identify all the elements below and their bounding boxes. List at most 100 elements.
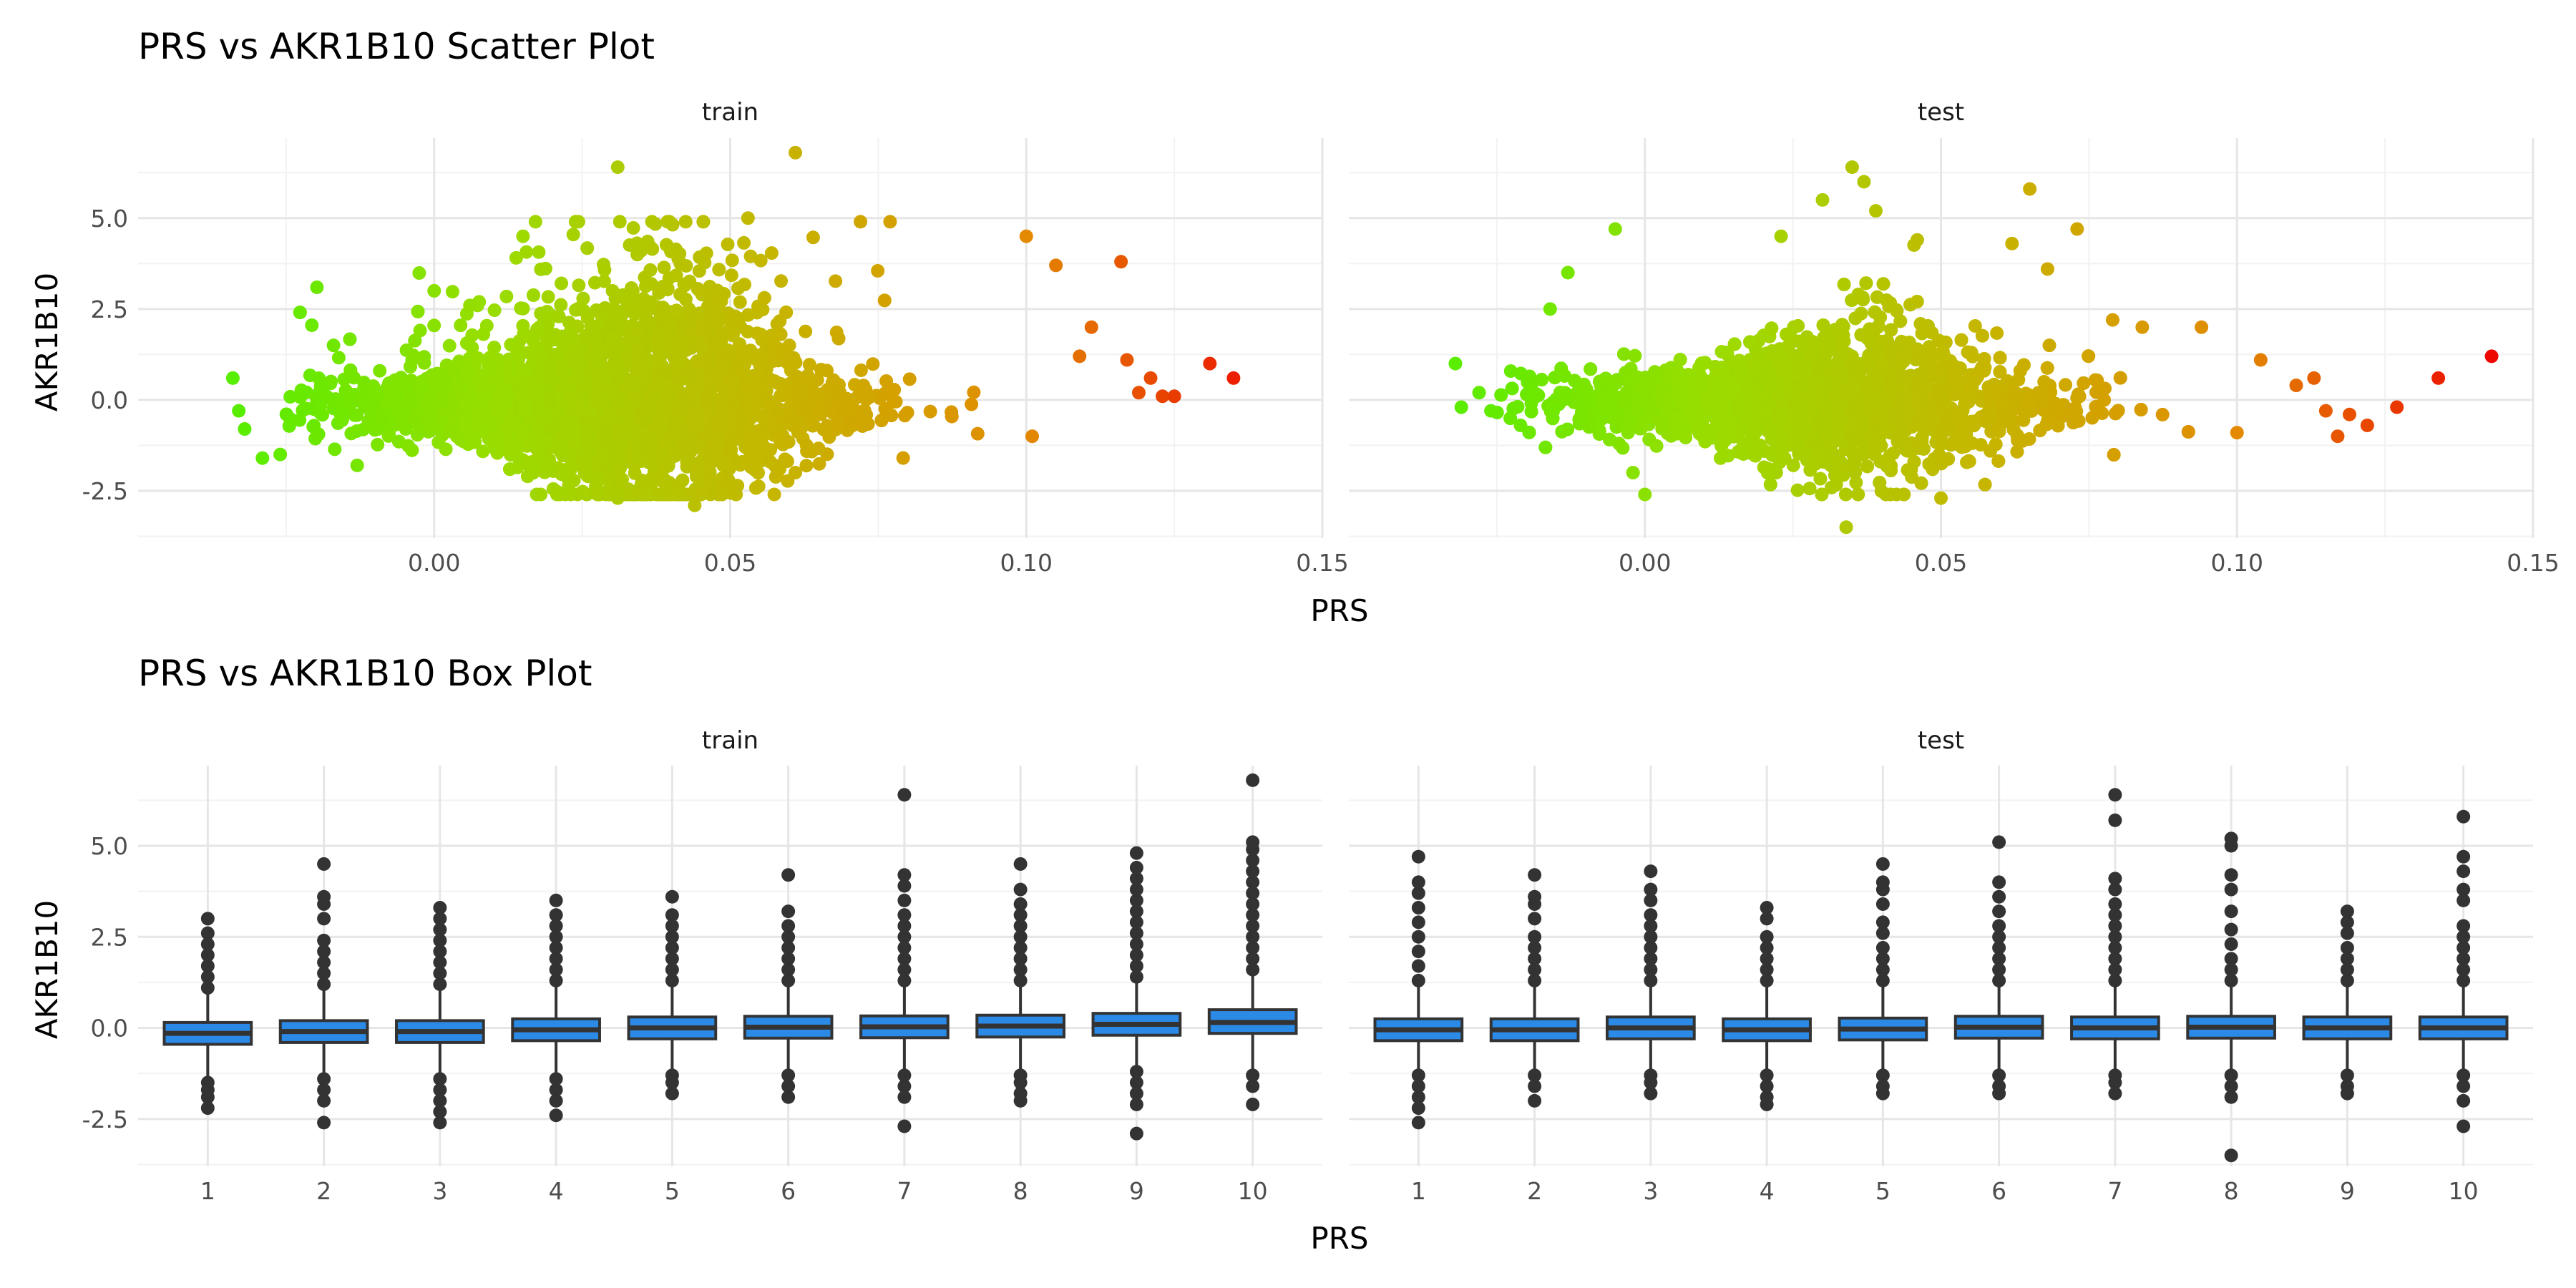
- scatter-point: [580, 241, 595, 255]
- scatter-point: [802, 358, 816, 372]
- scatter-point: [487, 303, 502, 318]
- scatter-point: [710, 283, 724, 298]
- scatter-point: [657, 472, 671, 487]
- scatter-point: [313, 398, 328, 412]
- scatter-point: [335, 406, 349, 421]
- scatter-point: [965, 397, 979, 411]
- scatter-point: [516, 301, 530, 316]
- scatter-point: [728, 309, 742, 323]
- scatter-point: [736, 344, 751, 358]
- scatter-point: [749, 481, 763, 495]
- scatter-point: [534, 306, 548, 321]
- scatter-point: [331, 351, 346, 365]
- scatter-point: [621, 377, 635, 391]
- scatter-point: [364, 406, 379, 420]
- scatter-point: [714, 410, 728, 424]
- scatter-point: [373, 364, 387, 378]
- scatter-point: [731, 281, 746, 296]
- scatter-point: [794, 420, 809, 434]
- scatter-point: [417, 350, 431, 364]
- scatter-point: [445, 285, 459, 299]
- scatter-point: [801, 369, 815, 383]
- x-tick-label: 0.00: [1619, 549, 1671, 577]
- scatter-point: [504, 361, 518, 375]
- scatter-point: [741, 211, 755, 225]
- y-tick-label: -2.5: [82, 477, 128, 505]
- scatter-point: [499, 289, 514, 303]
- scatter-point: [294, 383, 308, 397]
- scatter-point: [781, 435, 796, 449]
- x-tick-label: 0.10: [2211, 549, 2263, 577]
- scatter-point: [650, 375, 664, 389]
- scatter-point: [2155, 407, 2170, 421]
- scatter-point: [967, 385, 981, 399]
- scatter-point: [602, 409, 616, 424]
- scatter-point: [689, 469, 703, 484]
- scatter-point: [534, 262, 548, 276]
- scatter-point: [405, 443, 419, 457]
- scatter-point: [349, 424, 364, 439]
- scatter-point: [859, 406, 873, 421]
- scatter-point: [388, 373, 402, 387]
- scatter-point: [554, 445, 568, 459]
- scatter-point: [733, 295, 747, 309]
- scatter-point: [391, 434, 406, 449]
- scatter-point: [494, 384, 508, 398]
- scatter-point: [536, 413, 550, 427]
- scatter-point: [1790, 483, 1805, 497]
- scatter-point: [642, 387, 656, 401]
- scatter-point: [859, 392, 874, 406]
- scatter-point: [638, 487, 653, 502]
- scatter-point: [806, 230, 820, 245]
- scatter-point: [551, 485, 565, 499]
- scatter-point: [493, 399, 507, 414]
- scatter-point: [273, 447, 288, 462]
- scatter-point: [1156, 389, 1170, 404]
- scatter-point: [225, 371, 240, 385]
- scatter-point: [613, 215, 627, 229]
- scatter-point: [328, 442, 342, 457]
- scatter-point: [530, 322, 544, 336]
- scatter-point: [566, 228, 580, 242]
- scatter-point: [528, 215, 542, 229]
- scatter-point: [311, 427, 326, 441]
- scatter-point: [766, 353, 781, 368]
- scatter-point: [413, 323, 427, 338]
- scatter-point: [660, 283, 675, 297]
- scatter-point: [1049, 258, 1063, 273]
- scatter-point: [555, 276, 569, 291]
- scatter-point: [324, 374, 338, 389]
- scatter-point: [643, 263, 658, 277]
- scatter-point: [555, 467, 569, 482]
- x-tick-label: 0.05: [1915, 549, 1967, 577]
- scatter-point: [532, 444, 547, 459]
- scatter-point: [683, 318, 697, 332]
- scatter-point: [571, 302, 585, 316]
- scatter-point: [592, 369, 606, 383]
- scatter-point: [711, 436, 725, 450]
- scatter-point: [613, 427, 627, 441]
- scatter-point: [762, 371, 776, 386]
- scatter-point: [487, 352, 502, 366]
- scatter-point: [588, 331, 602, 346]
- scatter-point: [923, 404, 937, 419]
- scatter-point: [668, 243, 683, 257]
- scatter-point: [743, 428, 757, 442]
- scatter-point: [725, 253, 739, 268]
- scatter-point: [628, 441, 642, 455]
- scatter-point: [866, 357, 880, 371]
- scatter-point: [519, 245, 534, 259]
- scatter-point: [403, 359, 417, 374]
- scatter-point: [711, 314, 726, 328]
- scatter-point: [437, 374, 452, 389]
- scatter-point: [681, 455, 696, 469]
- x-tick-label: 0.15: [1296, 549, 1348, 577]
- scatter-point: [300, 401, 314, 416]
- scatter-point: [544, 396, 558, 411]
- scatter-point: [820, 364, 834, 378]
- scatter-point: [645, 215, 659, 229]
- scatter-point: [567, 436, 581, 450]
- scatter-point: [572, 278, 586, 293]
- scatter-point: [403, 393, 417, 407]
- scatter-point: [745, 409, 759, 423]
